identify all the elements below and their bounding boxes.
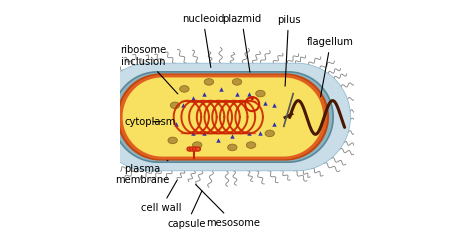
Ellipse shape [192, 142, 202, 148]
Text: ribosome
inclusion: ribosome inclusion [120, 45, 178, 94]
Ellipse shape [204, 79, 214, 85]
Polygon shape [118, 74, 328, 160]
Text: cytoplasm: cytoplasm [125, 117, 176, 127]
Text: capsule: capsule [167, 191, 206, 229]
Ellipse shape [187, 147, 192, 151]
Polygon shape [113, 72, 333, 162]
Text: plasma
membrane: plasma membrane [115, 160, 169, 185]
Text: mesosome: mesosome [196, 184, 261, 228]
Ellipse shape [180, 86, 189, 92]
Ellipse shape [232, 79, 242, 85]
Text: plazmid: plazmid [222, 14, 261, 72]
Ellipse shape [265, 130, 274, 137]
Ellipse shape [228, 144, 237, 151]
Polygon shape [121, 76, 325, 158]
Polygon shape [95, 63, 350, 171]
Circle shape [250, 96, 254, 100]
Ellipse shape [195, 147, 201, 151]
Ellipse shape [255, 90, 265, 97]
Ellipse shape [192, 147, 198, 151]
Text: nucleoid: nucleoid [182, 14, 224, 67]
Ellipse shape [168, 137, 177, 144]
Text: pilus: pilus [277, 15, 301, 86]
Text: flagellum: flagellum [307, 37, 354, 97]
Ellipse shape [190, 147, 195, 151]
Text: cell wall: cell wall [141, 180, 181, 213]
Ellipse shape [246, 142, 255, 148]
Ellipse shape [170, 102, 180, 109]
